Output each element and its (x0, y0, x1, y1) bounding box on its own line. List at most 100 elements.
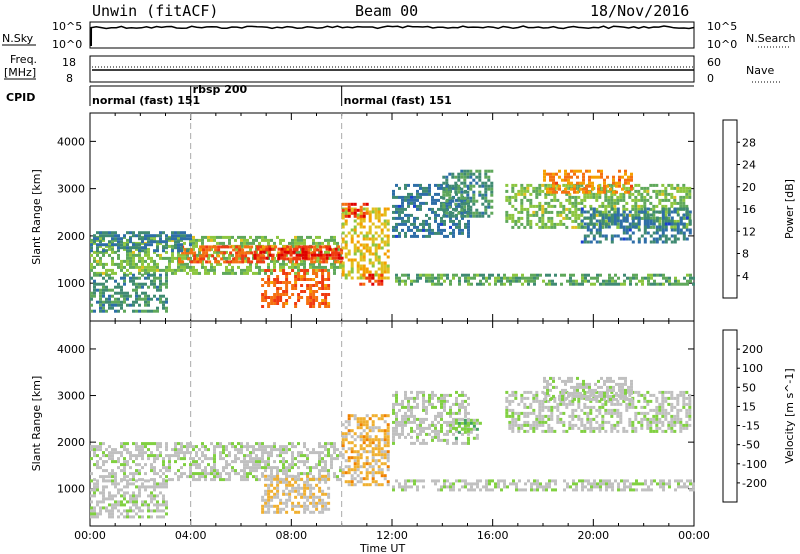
data-cell (689, 279, 692, 283)
data-cell (601, 219, 605, 223)
data-cell (490, 190, 494, 194)
data-cell (267, 284, 271, 287)
data-cell (653, 273, 656, 277)
data-cell (138, 451, 141, 455)
data-region (454, 418, 482, 440)
data-cell (368, 216, 372, 220)
data-cell (294, 510, 298, 514)
data-cell (312, 296, 316, 299)
data-cell (99, 282, 102, 286)
data-cell (156, 445, 159, 449)
data-cell (683, 282, 686, 286)
data-cell (162, 460, 165, 464)
data-cell (455, 441, 458, 445)
data-cell (490, 187, 494, 191)
data-cell (640, 216, 644, 220)
data-cell (538, 399, 542, 403)
data-cell (334, 247, 338, 251)
data-cell (147, 454, 150, 458)
data-cell (532, 420, 536, 424)
data-cell (386, 459, 390, 463)
data-cell (392, 210, 395, 214)
data-cell (210, 472, 213, 476)
data-cell (270, 498, 274, 502)
data-cell (273, 281, 277, 284)
data-cell (190, 260, 194, 264)
data-cell (201, 475, 204, 479)
data-cell (105, 469, 108, 473)
data-cell (288, 469, 291, 473)
data-cell (207, 448, 210, 452)
data-cell (256, 245, 260, 249)
data-cell (419, 423, 422, 427)
data-cell (637, 219, 641, 223)
data-cell (271, 253, 275, 257)
data-cell (156, 472, 159, 476)
data-cell (312, 241, 315, 245)
data-cell (547, 201, 551, 205)
data-cell (511, 420, 515, 424)
data-cell (262, 254, 266, 258)
data-cell (646, 210, 650, 214)
data-cell (324, 480, 328, 484)
data-cell (99, 475, 102, 479)
data-cell (457, 190, 461, 194)
data-cell (198, 466, 201, 470)
data-cell (458, 408, 461, 412)
data-cell (347, 214, 351, 218)
data-cell (300, 504, 304, 508)
data-cell (285, 281, 289, 284)
data-cell (618, 184, 621, 188)
data-cell (395, 228, 398, 232)
data-cell (467, 207, 470, 211)
data-cell (549, 172, 552, 176)
data-cell (481, 196, 485, 200)
data-cell (475, 199, 479, 203)
data-cell (640, 204, 644, 208)
data-cell (670, 225, 674, 229)
data-cell (111, 497, 114, 501)
data-cell (144, 472, 147, 476)
data-cell (541, 423, 545, 427)
data-cell (661, 228, 665, 232)
nave-label: Nave (746, 64, 774, 77)
data-cell (258, 235, 261, 239)
data-cell (303, 483, 307, 487)
data-cell (410, 228, 413, 232)
data-cell (211, 254, 215, 258)
data-cell (162, 482, 165, 486)
data-cell (577, 183, 581, 187)
data-cell (288, 296, 292, 299)
data-cell (646, 189, 650, 193)
data-cell (309, 495, 313, 499)
data-cell (452, 402, 455, 406)
data-cell (189, 243, 192, 247)
data-cell (478, 190, 482, 194)
data-cell (219, 454, 222, 458)
freq-panel (89, 55, 695, 83)
data-cell (425, 201, 428, 205)
data-cell (144, 231, 147, 235)
data-cell (508, 216, 512, 220)
data-cell (610, 207, 614, 211)
data-cell (270, 469, 273, 473)
data-cell (470, 276, 473, 280)
data-cell (413, 429, 416, 433)
data-cell (199, 245, 203, 249)
data-cell (461, 405, 464, 409)
data-cell (129, 497, 132, 501)
data-cell (634, 222, 638, 226)
data-cell (616, 234, 620, 238)
data-cell (574, 204, 578, 208)
data-cell (662, 276, 665, 280)
data-cell (276, 492, 280, 496)
data-cell (475, 211, 479, 215)
data-cell (559, 201, 563, 205)
data-cell (183, 457, 186, 461)
data-cell (292, 250, 296, 254)
data-cell (129, 515, 132, 519)
data-cell (280, 250, 284, 254)
data-cell (294, 265, 297, 269)
data-cell (216, 469, 219, 473)
data-cell (252, 463, 255, 467)
